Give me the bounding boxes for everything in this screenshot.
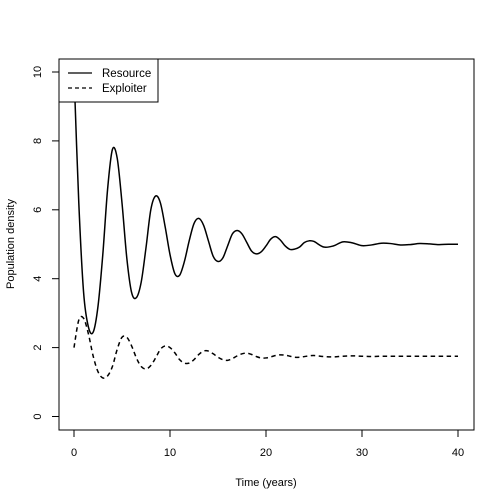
y-axis: 0 2 4 6 8 10: [32, 66, 60, 420]
y-tick-label: 0: [32, 413, 44, 419]
series-layer: [73, 71, 459, 379]
series-line-exploiter: [73, 315, 458, 379]
y-tick-label: 8: [32, 138, 44, 144]
legend-label-resource: Resource: [102, 68, 151, 80]
y-tick-label: 2: [32, 345, 44, 351]
y-tick-label: 6: [32, 207, 44, 213]
x-tick-label: 20: [260, 447, 272, 459]
x-axis: 0 10 20 30 40: [71, 429, 464, 459]
x-axis-label: Time (years): [235, 477, 296, 489]
x-tick-label: 40: [452, 447, 464, 459]
x-tick-label: 30: [356, 447, 368, 459]
y-tick-label: 10: [32, 66, 44, 78]
x-tick-label: 0: [71, 447, 77, 459]
y-tick-label: 4: [32, 276, 44, 282]
legend: Resource Exploiter: [58, 58, 159, 103]
legend-label-exploiter: Exploiter: [102, 83, 147, 95]
x-tick-label: 10: [164, 447, 176, 459]
series-line-resource: [73, 71, 459, 335]
legend-box: [58, 58, 159, 103]
y-axis-label: Population density: [5, 199, 17, 289]
